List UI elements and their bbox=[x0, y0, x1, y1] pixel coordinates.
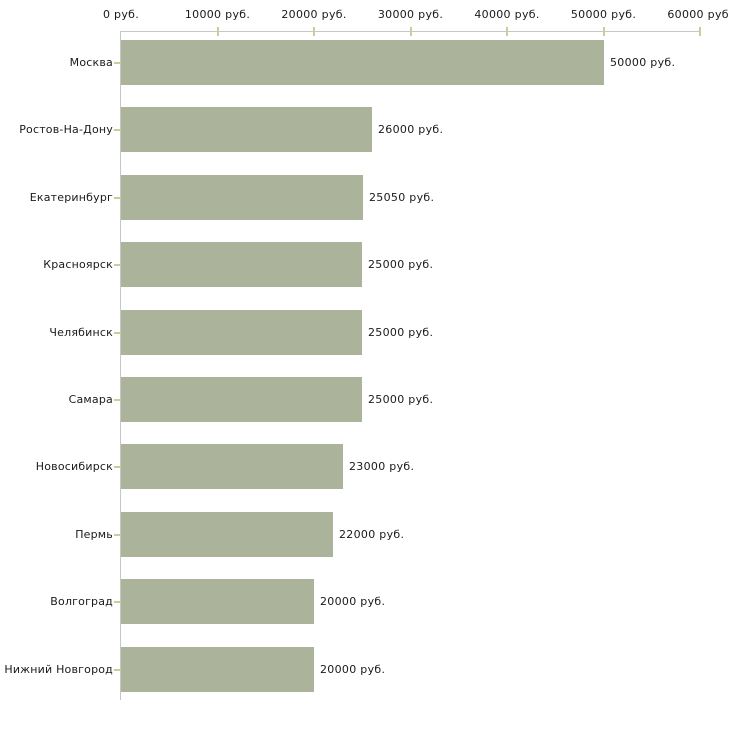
bar-5 bbox=[121, 377, 362, 422]
x-tick-mark bbox=[602, 27, 605, 36]
category-label: Волгоград bbox=[50, 595, 113, 608]
bar-9 bbox=[121, 647, 314, 692]
category-tick-mark bbox=[114, 332, 121, 334]
value-label: 25000 руб. bbox=[368, 393, 434, 406]
category-label: Ростов-На-Дону bbox=[19, 123, 113, 136]
category-tick-mark bbox=[114, 129, 121, 131]
y-axis-line bbox=[120, 31, 121, 700]
value-label: 22000 руб. bbox=[339, 528, 405, 541]
x-tick-label: 30000 руб. bbox=[377, 8, 444, 21]
value-label: 26000 руб. bbox=[378, 123, 444, 136]
bar-4 bbox=[121, 310, 362, 355]
category-label: Пермь bbox=[75, 528, 113, 541]
category-tick-mark bbox=[114, 197, 121, 199]
x-tick-label: 60000 руб. bbox=[667, 8, 730, 21]
category-label: Самара bbox=[68, 393, 113, 406]
value-label: 20000 руб. bbox=[320, 595, 386, 608]
category-tick-mark bbox=[114, 466, 121, 468]
category-tick-mark bbox=[114, 534, 121, 536]
bar-1 bbox=[121, 107, 372, 152]
bar-2 bbox=[121, 175, 363, 220]
category-tick-mark bbox=[114, 601, 121, 603]
bar-0 bbox=[121, 40, 604, 85]
category-label: Екатеринбург bbox=[29, 191, 113, 204]
category-label: Нижний Новгород bbox=[4, 663, 113, 676]
bar-8 bbox=[121, 579, 314, 624]
x-tick-label: 10000 руб. bbox=[184, 8, 251, 21]
category-label: Челябинск bbox=[49, 326, 113, 339]
bar-3 bbox=[121, 242, 362, 287]
category-tick-mark bbox=[114, 264, 121, 266]
value-label: 25000 руб. bbox=[368, 258, 434, 271]
x-tick-mark bbox=[506, 27, 508, 36]
value-label: 25000 руб. bbox=[368, 326, 434, 339]
x-tick-label: 40000 руб. bbox=[474, 8, 540, 21]
category-tick-mark bbox=[114, 669, 121, 671]
x-tick-mark bbox=[699, 27, 701, 36]
bar-6 bbox=[121, 444, 343, 489]
x-tick-mark bbox=[216, 27, 219, 36]
x-tick-label: 0 руб. bbox=[102, 8, 140, 21]
x-tick-mark bbox=[409, 27, 412, 36]
value-label: 25050 руб. bbox=[369, 191, 435, 204]
category-tick-mark bbox=[114, 62, 121, 64]
value-label: 20000 руб. bbox=[320, 663, 386, 676]
value-label: 50000 руб. bbox=[610, 56, 676, 69]
bar-7 bbox=[121, 512, 333, 557]
x-tick-mark bbox=[313, 27, 315, 36]
x-tick-label: 50000 руб. bbox=[570, 8, 637, 21]
category-label: Новосибирск bbox=[35, 460, 113, 473]
category-tick-mark bbox=[114, 399, 121, 401]
value-label: 23000 руб. bbox=[349, 460, 415, 473]
category-label: Красноярск bbox=[43, 258, 113, 271]
category-label: Москва bbox=[69, 56, 113, 69]
x-tick-label: 20000 руб. bbox=[281, 8, 347, 21]
